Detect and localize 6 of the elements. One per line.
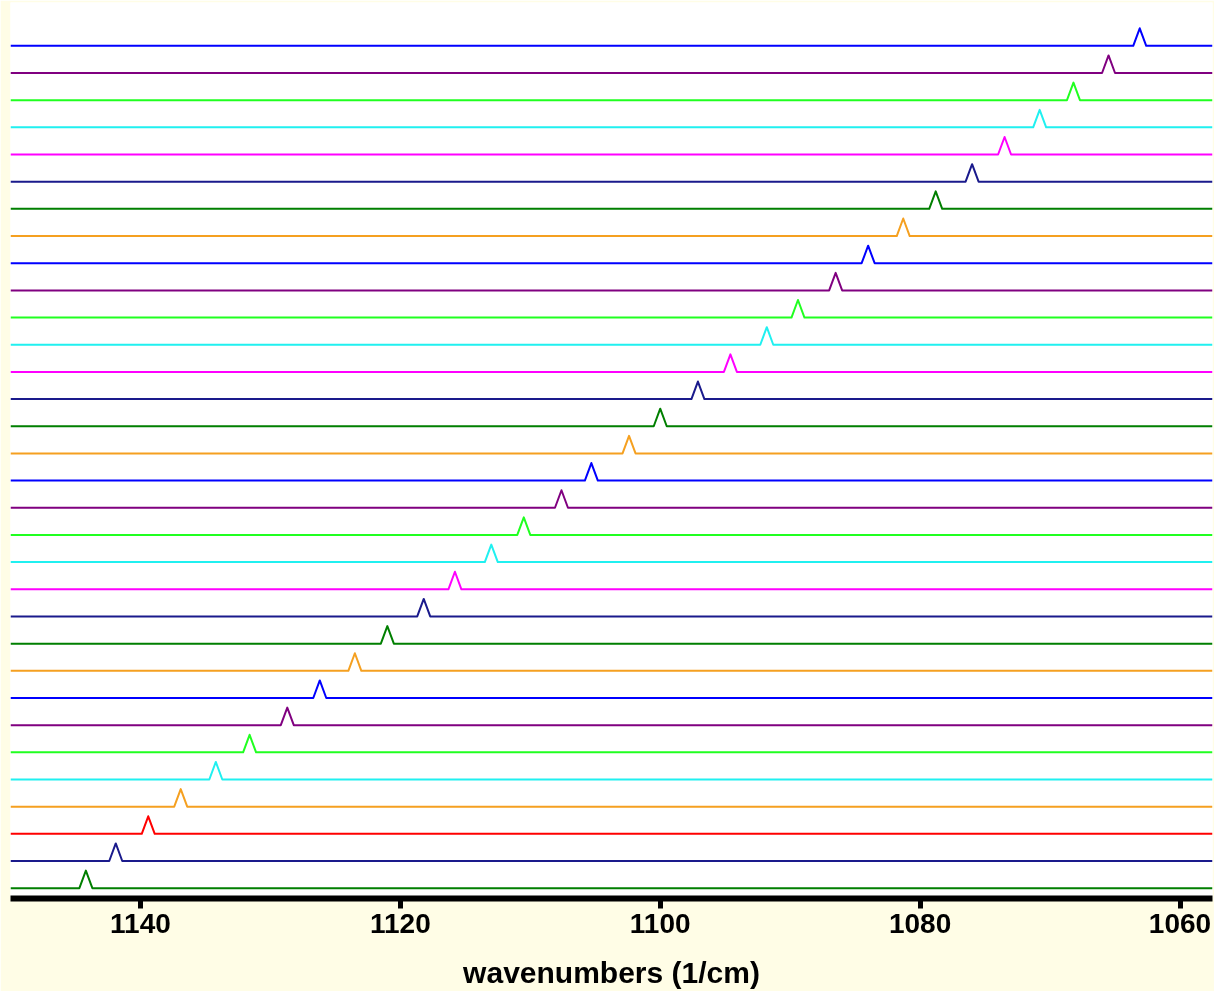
x-tick-label: 1060	[1148, 907, 1212, 939]
x-tick-label: 1120	[369, 907, 431, 939]
x-tick-label: 1080	[888, 907, 952, 939]
x-tick-label: 1140	[110, 907, 171, 939]
x-axis-title: wavenumbers (1/cm)	[462, 955, 760, 989]
x-tick-label: 1100	[629, 907, 691, 939]
